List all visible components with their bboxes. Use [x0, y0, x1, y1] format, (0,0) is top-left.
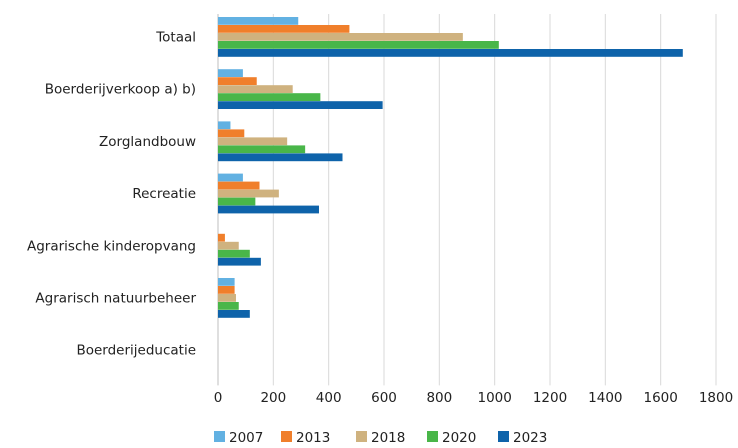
category-label: Zorglandbouw [99, 134, 196, 150]
legend-label-2007: 2007 [229, 430, 263, 446]
legend-swatch-2023 [498, 431, 509, 442]
legend-swatch-2007 [214, 431, 225, 442]
legend-swatch-2020 [427, 431, 438, 442]
category-label: Boerderijeducatie [76, 343, 196, 359]
bar-2007-3 [218, 173, 243, 182]
bar-2018-2 [218, 137, 288, 146]
bar-2013-3 [218, 181, 260, 190]
bar-2018-4 [218, 241, 239, 250]
legend-swatch-2013 [281, 431, 292, 442]
x-tick-label: 600 [371, 390, 397, 406]
x-tick-label: 200 [260, 390, 286, 406]
x-tick-label: 0 [214, 390, 223, 406]
x-tick-labels: 0 200 400 600 800 1000 1200 1400 1600 1800 [214, 390, 733, 406]
bar-2013-1 [218, 77, 257, 85]
x-tick-label: 1600 [643, 390, 677, 406]
x-tick-label: 1000 [477, 390, 511, 406]
bar-2020-4 [218, 249, 250, 258]
bar-2018-0 [218, 33, 463, 41]
bar-2007-5 [218, 278, 235, 286]
bar-2018-1 [218, 85, 293, 93]
bar-2020-5 [218, 302, 239, 310]
bar-2020-0 [218, 41, 499, 49]
legend-label-2013: 2013 [296, 430, 330, 446]
category-labels: Totaal Boerderijverkoop a) b) Zorglandbouw… [27, 30, 196, 359]
x-tick-label: 1800 [699, 390, 733, 406]
bar-2020-2 [218, 145, 306, 154]
bar-2013-0 [218, 25, 350, 33]
bars [218, 17, 683, 318]
category-label: Totaal [155, 30, 196, 46]
legend-label-2020: 2020 [442, 430, 476, 446]
bar-2023-5 [218, 310, 250, 318]
bar-2020-1 [218, 93, 321, 101]
bar-2018-3 [218, 189, 279, 198]
bar-2018-5 [218, 294, 236, 302]
bar-2007-2 [218, 121, 231, 130]
category-label: Recreatie [132, 186, 196, 202]
bar-2023-1 [218, 101, 383, 109]
bar-2023-0 [218, 49, 683, 57]
x-tick-label: 1200 [533, 390, 567, 406]
category-label: Agrarische kinderopvang [27, 238, 196, 254]
category-label: Boerderijverkoop a) b) [45, 82, 196, 98]
x-tick-label: 1400 [588, 390, 622, 406]
category-label: Agrarisch natuurbeheer [35, 291, 196, 307]
x-tick-label: 800 [426, 390, 452, 406]
bar-2020-3 [218, 197, 256, 206]
bar-2013-5 [218, 286, 235, 294]
legend-label-2018: 2018 [371, 430, 405, 446]
bar-2023-4 [218, 257, 261, 266]
bar-2023-3 [218, 205, 319, 214]
bar-2007-0 [218, 17, 299, 25]
bar-2007-1 [218, 69, 243, 77]
legend-label-2023: 2023 [513, 430, 547, 446]
legend: 2007 2013 2018 2020 2023 [214, 430, 547, 446]
x-tick-label: 400 [316, 390, 342, 406]
bar-2013-2 [218, 129, 245, 138]
gridlines [217, 14, 717, 386]
legend-swatch-2018 [356, 431, 367, 442]
bar-2023-2 [218, 153, 343, 162]
bar-2013-4 [218, 233, 225, 242]
